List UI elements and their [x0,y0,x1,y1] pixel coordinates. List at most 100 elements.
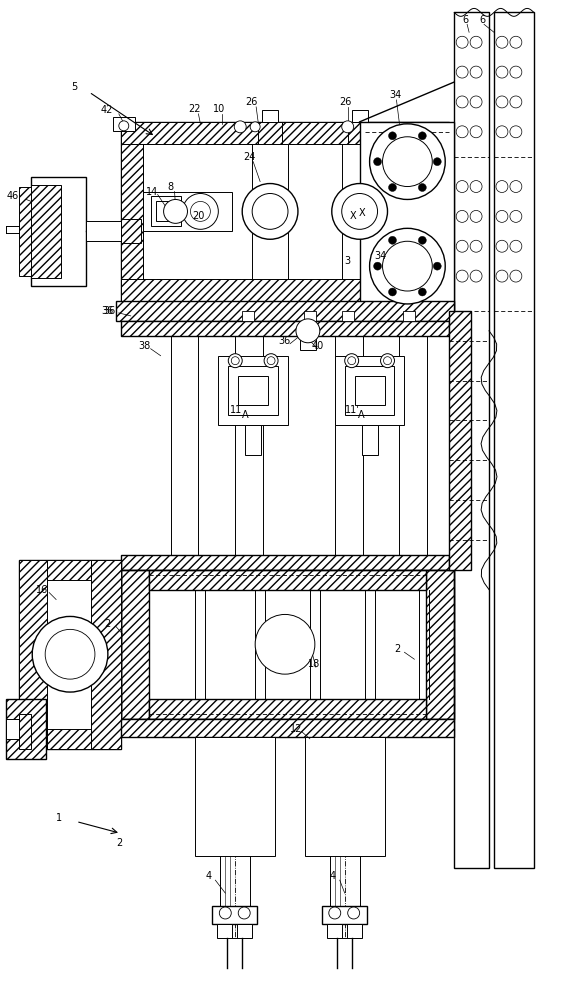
Circle shape [264,354,278,368]
Circle shape [456,36,468,48]
Bar [237,924,252,938]
Bar [360,122,454,311]
Circle shape [456,66,468,78]
Circle shape [470,210,482,222]
Bar [121,719,454,737]
Text: 12: 12 [290,724,303,734]
Bar [221,737,250,938]
Bar [330,737,360,938]
Circle shape [470,126,482,138]
Circle shape [342,193,378,229]
Circle shape [164,199,187,223]
Circle shape [456,270,468,282]
Text: 34: 34 [390,90,402,100]
Circle shape [250,122,260,132]
Circle shape [267,357,275,365]
Circle shape [510,126,522,138]
Bar [449,311,471,570]
Circle shape [370,124,445,199]
Bar [148,570,426,590]
Text: 2: 2 [104,619,110,629]
Circle shape [183,193,218,229]
Circle shape [470,240,482,252]
Text: 36: 36 [101,306,113,316]
Bar [352,110,368,122]
Bar [19,714,32,749]
Circle shape [433,158,441,166]
Bar [403,311,415,321]
Circle shape [234,121,246,133]
Circle shape [190,201,210,221]
Circle shape [470,66,482,78]
Circle shape [296,319,320,343]
Circle shape [418,236,426,244]
Circle shape [496,66,508,78]
Circle shape [418,184,426,191]
Bar [121,219,141,243]
Bar [217,924,232,938]
Circle shape [380,354,394,368]
Text: 11: 11 [230,405,242,415]
Bar [121,279,449,301]
Circle shape [496,181,508,192]
Text: 2: 2 [394,644,401,654]
Bar [151,196,180,226]
Bar [156,201,175,221]
Bar [32,185,61,278]
Circle shape [383,137,432,187]
Bar [19,560,121,749]
Text: 2: 2 [116,838,122,848]
Bar [86,221,121,241]
Circle shape [510,240,522,252]
Bar [225,737,230,938]
Bar [148,699,426,719]
Bar [121,570,454,719]
Circle shape [496,240,508,252]
Circle shape [456,96,468,108]
Bar [121,122,449,301]
Bar [195,737,275,856]
Circle shape [252,193,288,229]
Bar [91,560,121,749]
Text: 4: 4 [330,871,336,881]
Circle shape [388,236,397,244]
Text: 20: 20 [193,211,205,221]
Bar [116,301,454,321]
Circle shape [510,36,522,48]
Circle shape [370,228,445,304]
Circle shape [510,210,522,222]
Circle shape [388,288,397,296]
Text: 42: 42 [101,105,113,115]
Circle shape [456,126,468,138]
Text: 26: 26 [245,97,258,107]
Circle shape [496,270,508,282]
Circle shape [496,210,508,222]
Circle shape [496,126,508,138]
Bar [304,311,316,321]
Circle shape [510,181,522,192]
Circle shape [329,907,341,919]
Text: A: A [358,410,365,420]
Bar [252,144,288,279]
Text: 24: 24 [243,152,256,162]
Bar [335,737,340,938]
Bar [362,425,378,455]
Bar [426,570,454,719]
Circle shape [345,354,359,368]
Bar [258,122,282,144]
Circle shape [388,132,397,140]
Text: X: X [358,208,365,218]
Circle shape [374,158,382,166]
Text: 11': 11' [345,405,359,415]
Bar [427,144,449,279]
Circle shape [238,907,250,919]
Circle shape [32,616,108,692]
Bar [342,144,378,279]
Circle shape [348,907,360,919]
Circle shape [433,262,441,270]
Text: 16: 16 [36,585,49,595]
Text: 38: 38 [139,341,151,351]
Circle shape [255,614,315,674]
Bar [348,122,371,144]
Bar [399,321,427,570]
